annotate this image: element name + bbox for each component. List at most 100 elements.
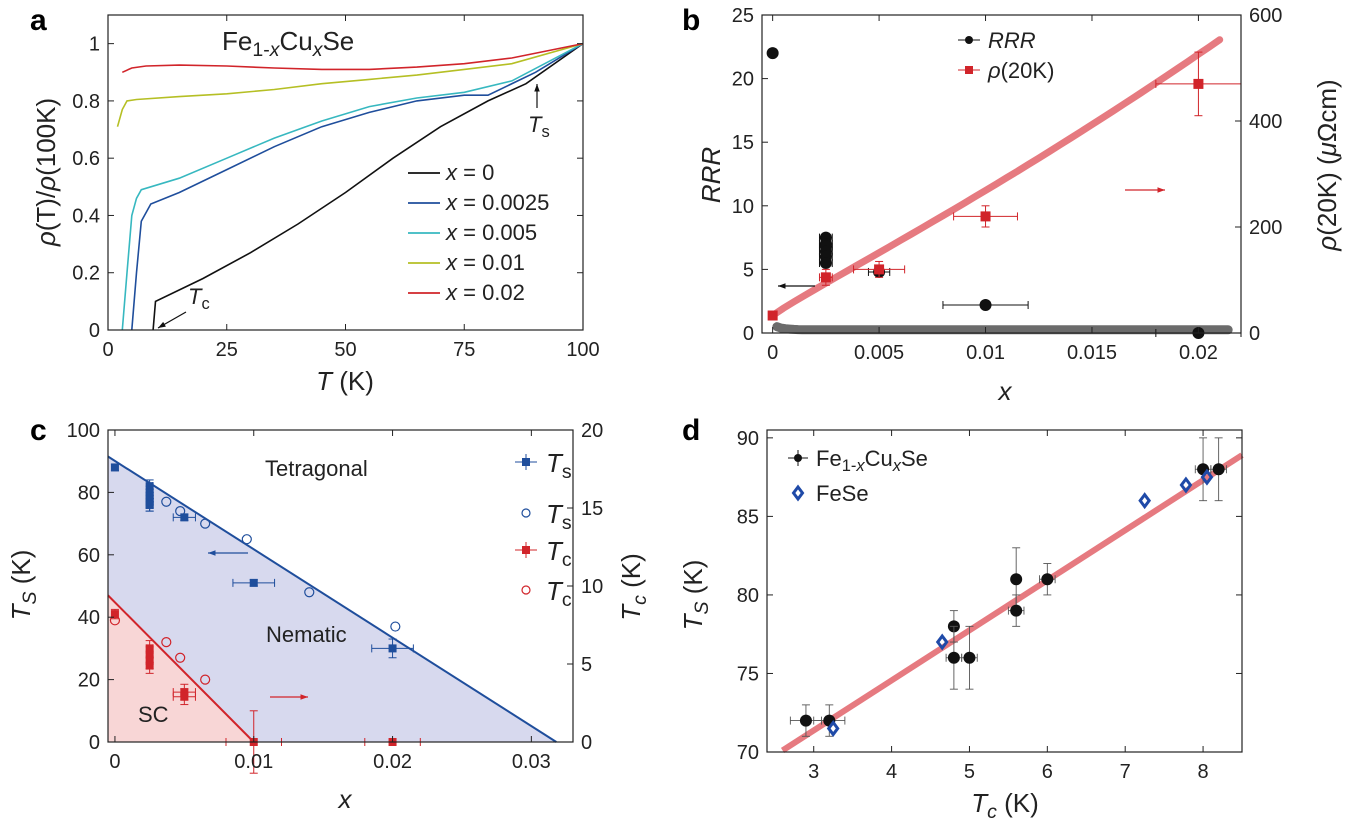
data-point (110, 463, 119, 472)
x-tick-label: 6 (1042, 761, 1053, 783)
series-line-x00025 (131, 42, 584, 331)
rrr-point (766, 47, 779, 60)
fese-point (1138, 492, 1152, 510)
fese-point (1200, 468, 1214, 486)
fecuse-point (947, 651, 960, 664)
rho-point (1193, 78, 1204, 89)
rrr-point (979, 299, 992, 312)
right-axis-arrow-head (1157, 187, 1165, 193)
x-tick-label: 0.03 (512, 751, 551, 773)
annotation-tc: Tc (188, 284, 210, 313)
x-tick-label: 0.01 (234, 751, 273, 773)
plot-frame (761, 14, 1242, 334)
data-point (180, 513, 189, 522)
fecuse-point (963, 651, 976, 664)
legend-entry: x = 0 (445, 160, 494, 185)
rho-point (874, 264, 885, 275)
fecuse-point (799, 714, 812, 727)
y-right-tick-label: 10 (581, 576, 603, 598)
rho-point (767, 310, 778, 321)
y-tick-label: 1 (89, 34, 100, 56)
panel-label: a (30, 4, 47, 37)
x-axis-label: x (337, 784, 353, 814)
legend-marker (522, 458, 530, 466)
legend-marker (791, 484, 805, 502)
y-tick-label: 80 (737, 585, 759, 607)
legend-marker (522, 546, 530, 554)
tc-phase-boundary (107, 594, 255, 743)
y-tick-label: 10 (732, 196, 754, 218)
legend-marker (794, 454, 802, 462)
fecuse-point (1010, 604, 1023, 617)
y-tick-label: 15 (732, 132, 754, 154)
series-line-x001 (116, 42, 584, 127)
legend-entry: ρ(20K) (987, 58, 1054, 83)
data-point (145, 661, 154, 670)
x-axis-label: x (997, 376, 1013, 406)
legend-marker (965, 36, 973, 44)
panel-b: b 0 0.005 0.01 0.015 0.02 0 5 10 15 20 25 0 200 400 600… (682, 4, 1342, 406)
y-tick-label: 90 (737, 428, 759, 450)
panel-d: d 3 4 5 6 7 8 70 75 80 85 90 Tc (K) TS (K) Fe1-xCuxSe F… (678, 414, 1244, 823)
data-point (249, 578, 258, 587)
x-tick-label: 0 (102, 339, 113, 361)
y-tick-label: 60 (78, 545, 100, 567)
y-tick-label: 0 (743, 323, 754, 345)
series-line-x0005 (121, 42, 584, 331)
legend-entry: Ts (546, 448, 572, 483)
fese-point (935, 633, 949, 651)
ts-arrow-head (534, 84, 540, 92)
fit-line (780, 452, 1244, 753)
data-point (175, 652, 186, 663)
legend-marker (521, 508, 531, 518)
legend-entry: x = 0.02 (445, 280, 525, 305)
fecuse-point (1041, 573, 1054, 586)
series-line-x002 (121, 42, 584, 74)
y-axis-label: TS (K) (678, 560, 713, 631)
x-tick-label: 7 (1120, 761, 1131, 783)
data-point (109, 615, 121, 626)
y-tick-label: 100 (67, 420, 100, 442)
data-point (161, 496, 172, 507)
x-tick-label: 100 (566, 339, 599, 361)
rho-point (980, 211, 991, 222)
fecuse-point (1010, 573, 1023, 586)
y-right-tick-label: 20 (581, 420, 603, 442)
y-axis-label-left: TS (K) (6, 550, 41, 621)
y-tick-label: 40 (78, 607, 100, 629)
x-tick-label: 0.01 (966, 342, 1005, 364)
data-point (304, 587, 315, 598)
y-tick-label: 0 (89, 732, 100, 754)
legend-entry: Fe1-xCuxSe (816, 446, 928, 475)
x-axis-label: Tc (K) (971, 788, 1039, 823)
y-axis-label-left: RRR (696, 147, 726, 203)
x-tick-label: 0 (109, 751, 120, 773)
x-tick-label: 0.02 (373, 751, 412, 773)
legend-entry: Tc (546, 576, 572, 611)
panel-label: c (30, 414, 47, 447)
rrr-fit-curve (772, 322, 1233, 335)
x-tick-label: 25 (216, 339, 238, 361)
legend-entry: x = 0.0025 (445, 190, 549, 215)
plot-frame (766, 429, 1243, 753)
legend-marker (965, 66, 973, 74)
y-tick-label: 85 (737, 506, 759, 528)
y-axis-label-right: Tc (K) (616, 553, 651, 621)
y-tick-label: 20 (732, 69, 754, 91)
data-point (175, 506, 186, 517)
x-tick-label: 3 (808, 761, 819, 783)
y-axis-label-right: ρ(20K) (μΩcm) (1312, 79, 1342, 251)
rrr-point (819, 257, 832, 270)
y-right-tick-label: 600 (1249, 5, 1282, 27)
data-point (180, 692, 189, 701)
data-point (390, 621, 401, 632)
region-label-nematic: Nematic (266, 622, 347, 647)
x-tick-label: 4 (886, 761, 897, 783)
legend-entry: Tc (546, 536, 572, 571)
fese-point (826, 719, 840, 737)
legend-entry: Ts (546, 499, 572, 534)
region-label-tetragonal: Tetragonal (265, 456, 368, 481)
y-tick-label: 0 (89, 320, 100, 342)
data-point (241, 534, 252, 545)
data-point (110, 610, 119, 619)
